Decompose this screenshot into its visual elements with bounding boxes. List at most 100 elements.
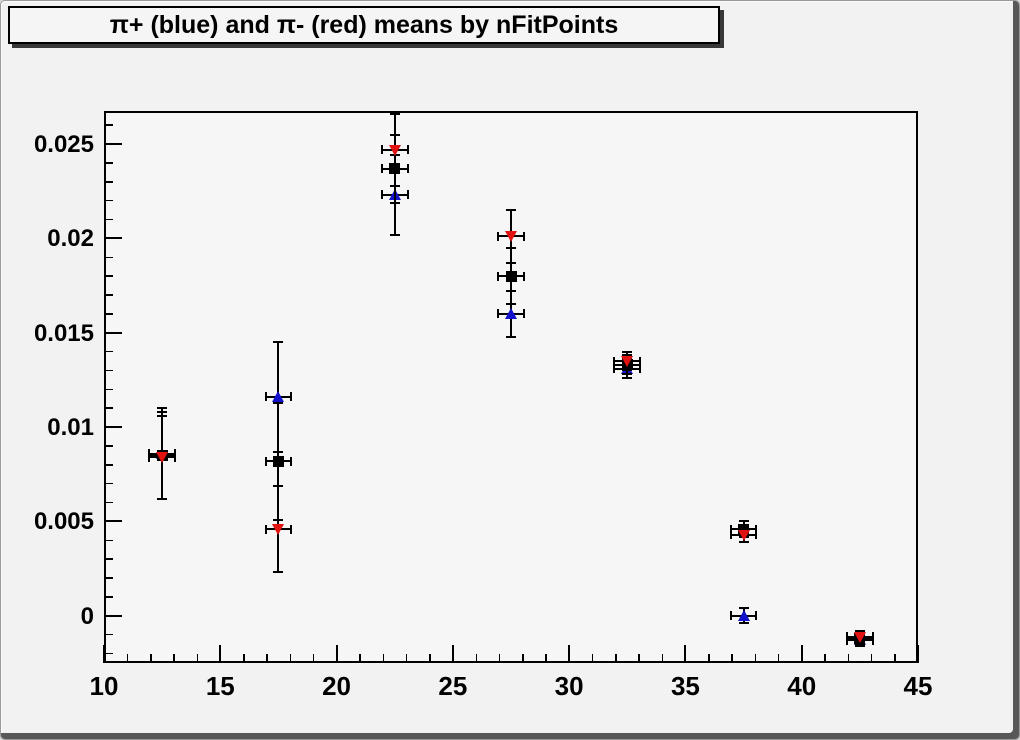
x-minor-tick xyxy=(382,654,385,663)
y-minor-tick xyxy=(104,577,113,579)
marker-pi-minus xyxy=(505,231,517,243)
error-bar-cap xyxy=(380,145,383,155)
error-bar-cap xyxy=(173,452,176,462)
error-bar-cap xyxy=(738,541,749,544)
x-minor-tick xyxy=(638,654,640,663)
x-minor-tick xyxy=(661,654,664,663)
x-tick-label: 35 xyxy=(670,671,700,701)
x-minor-tick xyxy=(359,654,361,663)
error-bar-cap xyxy=(380,190,383,200)
marker-mean xyxy=(272,455,284,467)
y-minor-tick xyxy=(104,501,113,504)
error-bar-cap xyxy=(622,350,633,353)
error-bar-cap xyxy=(522,231,525,241)
x-minor-tick xyxy=(266,654,268,663)
x-major-tick xyxy=(568,645,571,663)
error-bar-cap xyxy=(406,164,409,174)
y-minor-tick xyxy=(104,218,113,221)
title-box: π+ (blue) and π- (red) means by nFitPoin… xyxy=(8,6,720,44)
x-minor-tick xyxy=(429,654,431,663)
y-minor-tick xyxy=(104,539,113,542)
x-minor-tick xyxy=(243,654,245,663)
y-minor-tick xyxy=(104,596,113,598)
x-minor-tick xyxy=(894,654,896,663)
error-bar-cap xyxy=(755,530,758,540)
y-minor-tick xyxy=(104,482,113,485)
x-minor-tick xyxy=(545,654,547,663)
x-minor-tick xyxy=(847,654,850,663)
error-bar-cap xyxy=(738,520,749,523)
x-minor-tick xyxy=(173,654,175,663)
marker-mean xyxy=(505,270,517,282)
error-bar-cap xyxy=(639,356,642,366)
x-minor-tick xyxy=(150,654,152,663)
error-bar-cap xyxy=(506,335,516,338)
plot-frame xyxy=(104,111,918,663)
y-tick-label: 0.005 xyxy=(33,508,94,536)
y-major-tick xyxy=(104,426,122,429)
error-bar-cap xyxy=(522,309,525,319)
x-major-tick xyxy=(917,645,919,663)
error-bar-cap xyxy=(389,184,400,187)
error-bar-cap xyxy=(389,201,400,204)
error-bar-cap xyxy=(406,145,409,155)
error-bar-cap xyxy=(854,643,865,646)
y-major-tick xyxy=(104,614,122,617)
error-bar-cap xyxy=(854,645,865,647)
error-bar-cap xyxy=(506,261,516,264)
error-bar-cap xyxy=(380,164,383,174)
x-minor-tick xyxy=(777,654,780,663)
y-minor-tick xyxy=(104,652,113,655)
error-bar-cap xyxy=(497,309,500,319)
y-minor-tick xyxy=(104,256,113,258)
error-bar-cap xyxy=(613,356,616,366)
y-minor-tick xyxy=(104,162,113,164)
x-major-tick xyxy=(684,645,687,663)
error-bar-cap xyxy=(290,392,293,402)
y-major-tick xyxy=(104,520,122,523)
error-bar-cap xyxy=(622,369,633,372)
error-bar-cap xyxy=(273,341,284,344)
error-bar-cap xyxy=(157,414,168,417)
y-minor-tick xyxy=(104,124,113,126)
marker-pi-minus xyxy=(156,452,169,464)
x-tick-label: 20 xyxy=(322,671,352,701)
x-tick-label: 30 xyxy=(554,671,584,701)
error-bar-cap xyxy=(497,271,500,281)
error-bar-cap xyxy=(871,632,874,642)
error-bar-cap xyxy=(846,632,849,642)
error-bar-cap xyxy=(497,231,500,241)
y-minor-tick xyxy=(104,313,113,315)
error-bar-cap xyxy=(729,524,732,534)
marker-pi-minus xyxy=(272,524,285,535)
error-bar-cap xyxy=(506,303,516,306)
error-bar-cap xyxy=(506,209,516,212)
marker-pi-minus xyxy=(737,529,750,541)
x-tick-label: 45 xyxy=(903,671,933,701)
error-bar-cap xyxy=(290,456,293,466)
error-bar-cap xyxy=(157,407,168,410)
error-bar-cap xyxy=(389,112,400,115)
error-bar-cap xyxy=(854,629,865,632)
y-minor-tick xyxy=(104,445,113,447)
x-tick-label: 15 xyxy=(205,671,235,701)
x-minor-tick xyxy=(126,654,129,663)
y-tick-label: 0.01 xyxy=(47,414,94,442)
y-major-tick xyxy=(104,237,122,240)
error-bar-cap xyxy=(406,190,409,200)
error-bar-cap xyxy=(157,411,168,413)
x-minor-tick xyxy=(289,654,292,663)
y-major-tick xyxy=(104,143,122,146)
x-tick-label: 25 xyxy=(438,671,468,701)
y-tick-label: 0.02 xyxy=(47,225,94,253)
marker-pi-minus xyxy=(853,631,866,643)
y-minor-tick xyxy=(104,199,113,202)
error-bar-cap xyxy=(148,452,151,462)
y-minor-tick xyxy=(104,350,113,353)
x-minor-tick xyxy=(498,654,501,663)
error-bar-cap xyxy=(738,526,749,529)
x-minor-tick xyxy=(312,654,315,663)
error-bar-cap xyxy=(738,622,749,625)
y-minor-tick xyxy=(104,633,113,636)
